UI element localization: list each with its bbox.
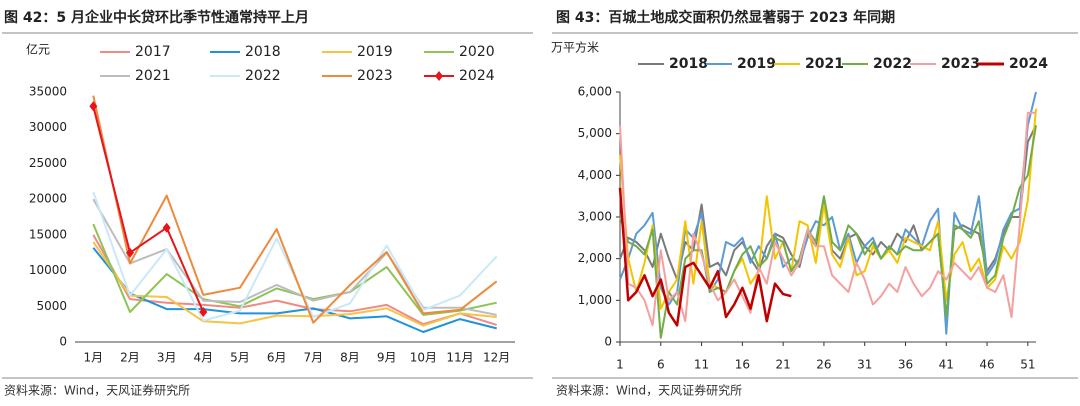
source: 资料来源：Wind，天风证券研究所 [556, 383, 742, 398]
x-tick-label: 8月 [340, 351, 360, 365]
legend-label: 2021 [135, 68, 171, 84]
legend-marker [435, 71, 443, 81]
x-tick-label: 11月 [446, 351, 473, 365]
y-tick-label: 5000 [36, 299, 67, 313]
chart-title: 图 42：5 月企业中长贷环比季节性通常持平上月 [4, 9, 309, 26]
legend-label: 2019 [737, 56, 776, 72]
series-line [619, 125, 1037, 339]
y-tick-label: 6,000 [578, 85, 612, 99]
x-tick-label: 31 [857, 358, 872, 372]
series-line [92, 247, 497, 333]
y-tick-label: 20000 [29, 192, 67, 206]
x-tick-label: 7月 [304, 351, 324, 365]
legend-label: 2018 [669, 56, 708, 72]
x-tick-label: 3月 [157, 351, 177, 365]
x-tick-label: 46 [979, 358, 994, 372]
x-tick-label: 5月 [230, 351, 250, 365]
y-tick-label: 15000 [29, 227, 67, 241]
x-tick-label: 6月 [267, 351, 287, 365]
point-marker [126, 247, 134, 258]
x-tick-label: 11 [694, 358, 709, 372]
x-tick-label: 1月 [84, 351, 104, 365]
source: 资料来源：Wind，天风证券研究所 [4, 383, 190, 398]
y-tick-label: 0 [59, 335, 67, 349]
x-tick-label: 36 [898, 358, 913, 372]
series-line [92, 241, 497, 327]
point-marker [199, 307, 208, 317]
y-tick-label: 35000 [29, 85, 67, 99]
x-tick-label: 51 [1020, 358, 1035, 372]
series-line [618, 187, 792, 327]
y-tick-label: 2,000 [578, 251, 612, 265]
legend-label: 2017 [135, 44, 171, 60]
point-marker [162, 222, 171, 233]
x-tick-label: 4月 [194, 351, 214, 365]
legend-label: 2024 [1009, 56, 1048, 72]
x-tick-label: 21 [775, 358, 790, 372]
series-line [92, 198, 497, 316]
y-tick-label: 4,000 [578, 168, 612, 182]
y-tick-label: 25000 [29, 156, 67, 170]
chart-title: 图 43：百城土地成交面积仍然显著弱于 2023 年同期 [556, 9, 895, 26]
x-tick-label: 10月 [410, 351, 437, 365]
y-tick-label: 10000 [29, 263, 67, 277]
x-tick-label: 6 [657, 358, 665, 372]
series-line [619, 108, 1037, 310]
legend-label: 2024 [459, 68, 495, 84]
series-line [92, 234, 497, 326]
y-tick-label: 3,000 [578, 210, 612, 224]
y-tick-label: 0 [604, 335, 612, 349]
x-tick-label: 2月 [120, 351, 140, 365]
legend-label: 2021 [805, 56, 844, 72]
legend-label: 2018 [245, 44, 281, 60]
x-tick-label: 16 [735, 358, 750, 372]
x-tick-label: 26 [816, 358, 831, 372]
series-line [619, 111, 1036, 327]
legend-label: 2023 [357, 68, 393, 84]
legend-label: 2022 [873, 56, 912, 72]
series-line [619, 91, 1037, 335]
series-line [92, 106, 205, 313]
x-tick-label: 9月 [377, 351, 397, 365]
legend-label: 2020 [459, 44, 495, 60]
unit-label: 万平方米 [551, 40, 599, 55]
unit-label: 亿元 [26, 42, 50, 57]
y-tick-label: 5,000 [578, 126, 612, 140]
legend-label: 2023 [941, 56, 980, 72]
series-line [92, 95, 498, 324]
x-tick-label: 41 [939, 358, 954, 372]
y-tick-label: 30000 [29, 120, 67, 134]
legend-label: 2019 [357, 44, 393, 60]
legend-label: 2022 [245, 68, 281, 84]
point-marker [89, 101, 98, 112]
y-tick-label: 1,000 [578, 293, 612, 307]
x-tick-label: 1 [616, 358, 624, 372]
x-tick-label: 12月 [483, 351, 510, 365]
